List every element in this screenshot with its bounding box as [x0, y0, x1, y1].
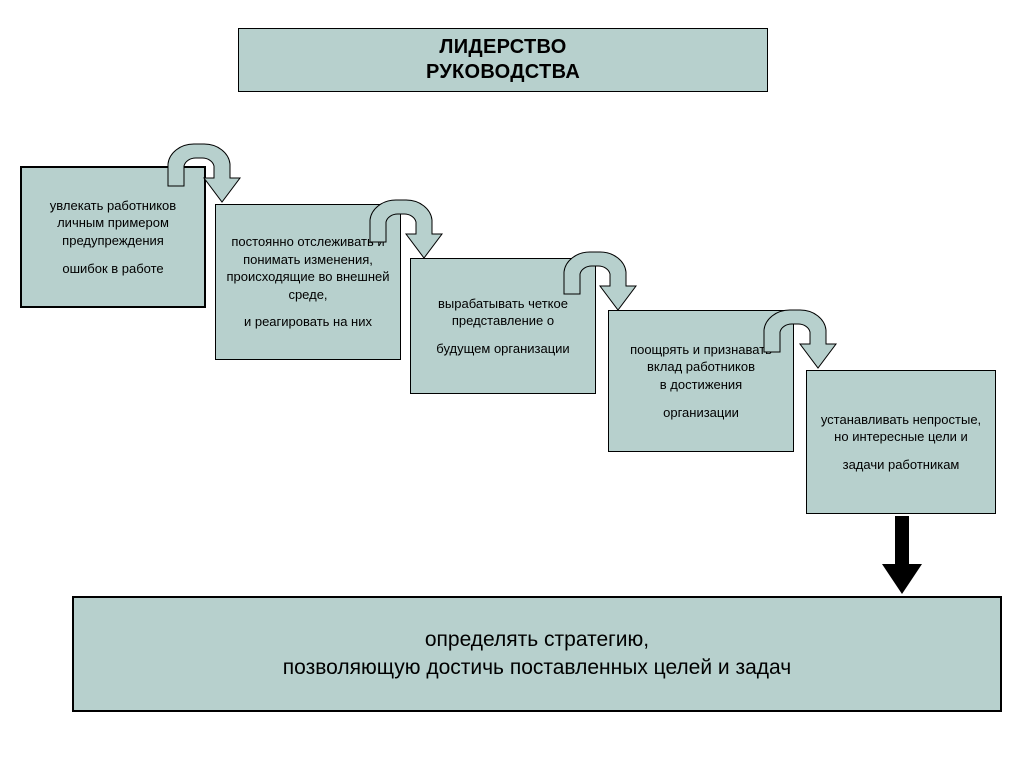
title-line2: РУКОВОДСТВА	[426, 60, 580, 85]
curved-arrow-icon	[756, 304, 838, 372]
bottom-line2: позволяющую достичь поставленных целей и…	[283, 654, 791, 682]
bottom-line1: определять стратегию,	[425, 626, 649, 654]
step-text2: организации	[663, 404, 739, 422]
title-box: ЛИДЕРСТВО РУКОВОДСТВА	[238, 28, 768, 92]
step-box-5: устанавливать непростые, но интересные ц…	[806, 370, 996, 514]
bottom-box: определять стратегию, позволяющую достич…	[72, 596, 1002, 712]
step-text2: будущем организации	[436, 340, 569, 358]
step-text2: ошибок в работе	[62, 260, 163, 278]
step-text2: и реагировать на них	[244, 313, 372, 331]
title-line1: ЛИДЕРСТВО	[439, 35, 566, 60]
step-text: устанавливать непростые, но интересные ц…	[813, 411, 989, 446]
down-arrow-icon	[880, 516, 924, 594]
curved-arrow-icon	[362, 194, 444, 262]
curved-arrow-icon	[160, 138, 242, 206]
step-text2: задачи работникам	[843, 456, 960, 474]
curved-arrow-icon	[556, 246, 638, 314]
